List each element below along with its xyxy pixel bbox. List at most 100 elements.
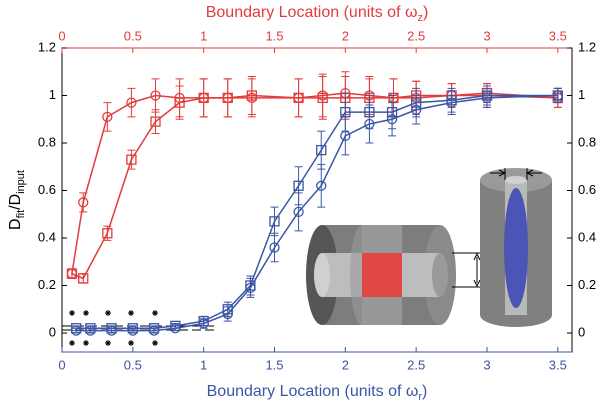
square-marker xyxy=(246,90,257,101)
x-tick-label: 0 xyxy=(58,357,65,372)
circle-marker xyxy=(127,325,138,336)
series-line xyxy=(71,92,558,280)
square-marker xyxy=(269,216,280,227)
error-bar xyxy=(388,102,397,137)
error-bar xyxy=(318,76,327,120)
circle-marker xyxy=(198,318,209,329)
x2-tick-label: 2 xyxy=(342,28,349,43)
y-axis-label: Dfit/Dinput xyxy=(7,170,27,230)
circle-marker xyxy=(364,118,375,130)
x2-tick-label: 3 xyxy=(483,28,490,43)
circle-marker xyxy=(71,325,82,336)
circle-marker xyxy=(102,111,113,123)
y-tick-label: 0 xyxy=(49,324,56,339)
square-marker xyxy=(222,92,233,104)
y-tick-label: 0.4 xyxy=(38,229,56,244)
error-bar xyxy=(247,76,256,115)
circle-marker xyxy=(170,323,181,334)
y-tick-label: 1.2 xyxy=(38,39,56,54)
x2-tick-label: 2.5 xyxy=(407,28,425,43)
circle-marker xyxy=(245,282,256,294)
significance-markers xyxy=(62,310,215,346)
y-tick-label: 0.2 xyxy=(38,277,56,292)
x2-tick-label: 1.5 xyxy=(265,28,283,43)
x-tick-label: 3.5 xyxy=(549,357,567,372)
y2-tick-label: 0.8 xyxy=(578,134,596,149)
error-bar xyxy=(72,327,81,334)
error-bar xyxy=(199,78,208,118)
y-label-sub2: input xyxy=(15,170,27,194)
error-bar xyxy=(341,116,350,156)
x2-tick-label: 0 xyxy=(58,28,65,43)
error-bar xyxy=(79,192,88,213)
error-bar xyxy=(447,90,456,115)
error-bar xyxy=(317,163,326,208)
error-bar xyxy=(79,273,88,284)
x-axis-label: Boundary Location (units of ωr) xyxy=(207,383,428,403)
error-bar xyxy=(270,206,279,237)
square-marker xyxy=(150,116,161,127)
y-tick-label: 1 xyxy=(49,87,56,102)
error-bar xyxy=(171,325,180,332)
x2-label-sub: z xyxy=(417,12,423,24)
error-bar xyxy=(103,102,112,132)
x-tick-label: 1 xyxy=(200,357,207,372)
square-marker xyxy=(102,228,113,239)
circle-marker xyxy=(78,197,89,208)
circle-marker xyxy=(106,325,117,336)
circle-marker xyxy=(386,114,398,125)
error-bar xyxy=(317,130,326,170)
y2-tick-label: 1 xyxy=(578,87,585,102)
y2-tick-label: 0.6 xyxy=(578,182,596,197)
square-marker xyxy=(78,273,89,284)
error-bar xyxy=(223,78,232,118)
x-tick-label: 0.5 xyxy=(124,357,142,372)
y2-tick-label: 0 xyxy=(578,324,585,339)
error-bar xyxy=(151,109,160,134)
y-label-sep: /D xyxy=(7,194,24,210)
circle-marker xyxy=(411,104,422,115)
error-bar xyxy=(175,85,184,120)
square-marker xyxy=(293,92,304,104)
x2-tick-label: 3.5 xyxy=(549,28,567,43)
x2-label-main: Boundary Location (units of ω xyxy=(206,4,418,21)
inset-vertical-cylinder xyxy=(480,168,552,327)
y2-tick-label: 1.2 xyxy=(578,39,596,54)
square-marker xyxy=(293,180,304,191)
error-bar xyxy=(412,95,421,125)
circle-marker xyxy=(293,206,304,218)
inset-horizontal-cylinder xyxy=(306,225,482,325)
square-marker xyxy=(126,154,137,165)
y-tick-label: 0.6 xyxy=(38,182,56,197)
x-tick-label: 2 xyxy=(342,357,349,372)
circle-marker xyxy=(340,130,351,142)
x-tick-label: 2.5 xyxy=(407,357,425,372)
circle-marker xyxy=(150,90,161,101)
error-bar xyxy=(107,327,116,334)
y-label-d: D xyxy=(7,218,24,230)
error-bar xyxy=(270,232,279,263)
error-bar xyxy=(294,192,303,232)
circle-marker xyxy=(148,325,160,336)
circle-marker xyxy=(85,325,96,336)
error-bar xyxy=(483,87,491,108)
x2-label-end: ) xyxy=(423,4,428,21)
x-tick-label: 3 xyxy=(483,357,490,372)
x-label-sub: r xyxy=(418,391,422,403)
circle-marker xyxy=(552,90,563,101)
x-tick-label: 1.5 xyxy=(265,357,283,372)
y-tick-label: 0.8 xyxy=(38,134,56,149)
square-marker xyxy=(174,97,185,108)
x2-axis-label: Boundary Location (units of ωz) xyxy=(206,4,429,24)
circle-marker xyxy=(481,92,493,104)
error-bar xyxy=(128,327,137,334)
error-bar xyxy=(86,327,95,334)
x-label-main: Boundary Location (units of ω xyxy=(207,383,419,400)
x2-tick-label: 1 xyxy=(200,28,207,43)
x2-tick-label: 0.5 xyxy=(124,28,142,43)
error-bar xyxy=(150,327,159,334)
error-bar xyxy=(127,149,136,170)
error-bar xyxy=(246,277,255,298)
